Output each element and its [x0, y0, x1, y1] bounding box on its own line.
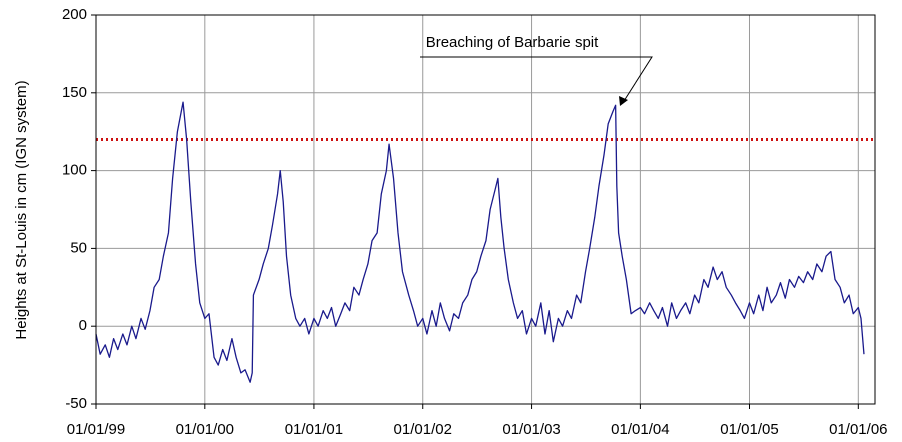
- x-tick-label: 01/01/00: [176, 421, 234, 438]
- y-axis-label: Heights at St-Louis in cm (IGN system): [13, 80, 30, 339]
- y-tick-label: -50: [65, 395, 87, 412]
- x-tick-label: 01/01/06: [829, 421, 887, 438]
- annotation: Breaching of Barbarie spit: [426, 34, 599, 51]
- y-tick-label: 0: [79, 317, 87, 334]
- marks: [95, 101, 875, 383]
- x-tick-label: 01/01/02: [394, 421, 452, 438]
- x-tick-label: 01/01/99: [67, 421, 125, 438]
- data-line: [95, 101, 865, 383]
- x-tick-label: 01/01/05: [720, 421, 778, 438]
- plot-area: [96, 15, 875, 404]
- x-tick-label: 01/01/01: [285, 421, 343, 438]
- x-tick-label: 01/01/04: [611, 421, 669, 438]
- plot-border: [95, 14, 876, 405]
- y-tick-label: 200: [62, 6, 87, 23]
- annotation-leader: [420, 56, 653, 102]
- y-tick-label: 150: [62, 84, 87, 101]
- annotation-arrowhead: [619, 96, 628, 106]
- y-tick-label: 50: [70, 239, 87, 256]
- x-tick-label: 01/01/03: [502, 421, 560, 438]
- y-tick-label: 100: [62, 162, 87, 179]
- grid: [95, 14, 875, 405]
